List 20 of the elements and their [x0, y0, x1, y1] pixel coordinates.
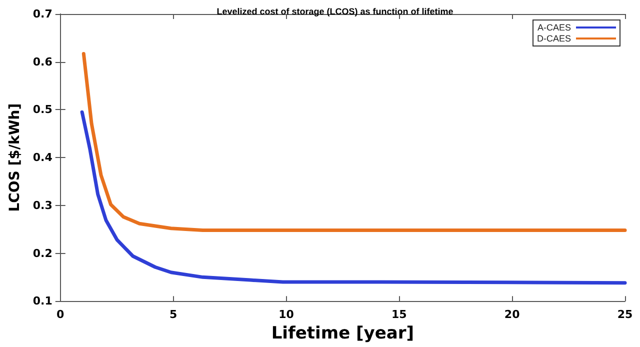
x-tick-label: 15: [392, 308, 407, 322]
y-axis-title: LCOS [$/kWh]: [7, 103, 23, 212]
x-tick-label: 10: [278, 308, 294, 322]
chart-title: Levelized cost of storage (LCOS) as function of lifetime: [216, 6, 454, 16]
y-tick-label: 0.3: [32, 198, 52, 212]
y-tick-label: 0.1: [32, 294, 52, 308]
y-tick-label: 0.4: [32, 151, 53, 164]
legend-label: D-CAES: [536, 34, 571, 44]
x-tick-label: 0: [56, 308, 65, 322]
y-tick-label: 0.6: [32, 55, 53, 68]
y-tick-label: 0.7: [32, 8, 52, 20]
x-tick-label: 20: [504, 308, 520, 322]
legend-label: A-CAES: [537, 22, 571, 32]
line-series: [80, 110, 627, 285]
line-series: [82, 52, 627, 232]
x-axis-title: Lifetime [year]: [271, 324, 414, 344]
x-tick-label: 5: [169, 308, 178, 322]
x-tick-label: 25: [617, 308, 633, 322]
y-tick-label: 0.5: [32, 103, 52, 116]
y-tick-label: 0.2: [32, 246, 52, 260]
